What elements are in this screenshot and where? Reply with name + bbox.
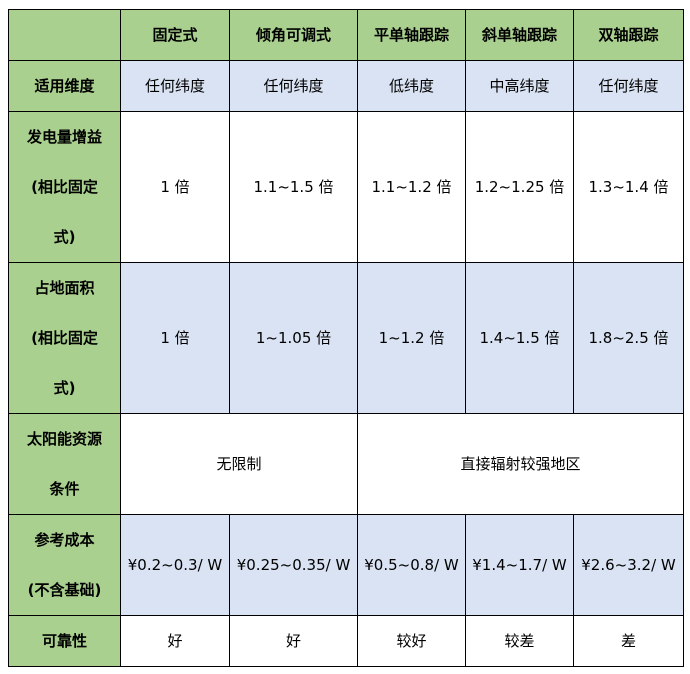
table-cell: 任何纬度 xyxy=(229,60,358,112)
table-cell: 1.3~1.4 倍 xyxy=(573,111,684,263)
table-cell: 低纬度 xyxy=(357,60,466,112)
row-label-line: 式) xyxy=(53,379,76,397)
table-cell: 1 倍 xyxy=(120,262,230,414)
row-label-line: 式) xyxy=(53,228,76,246)
table-cell: 差 xyxy=(573,615,684,667)
table-row: 适用维度 任何纬度 任何纬度 低纬度 中高纬度 任何纬度 xyxy=(8,60,684,112)
column-header: 双轴跟踪 xyxy=(573,9,684,61)
corner-cell xyxy=(8,9,121,61)
row-label-line: (相比固定 xyxy=(31,178,98,196)
table-cell: 任何纬度 xyxy=(120,60,230,112)
merged-cell: 直接辐射较强地区 xyxy=(357,413,684,515)
table-cell: 好 xyxy=(229,615,358,667)
table-row: 参考成本 (不含基础) ¥0.2~0.3/ W ¥0.25~0.35/ W ¥0.5~0… xyxy=(8,514,684,616)
row-label-line: 适用维度 xyxy=(34,77,95,95)
row-label-line: (相比固定 xyxy=(31,329,98,347)
header-row: 固定式 倾角可调式 平单轴跟踪 斜单轴跟踪 双轴跟踪 xyxy=(8,9,684,61)
comparison-table: 固定式 倾角可调式 平单轴跟踪 斜单轴跟踪 双轴跟踪 适用维度 任何纬度 任何纬度 低纬度 中高纬… xyxy=(8,9,684,667)
column-header: 平单轴跟踪 xyxy=(357,9,466,61)
table-row: 太阳能资源 条件 无限制 直接辐射较强地区 xyxy=(8,413,684,515)
column-header: 斜单轴跟踪 xyxy=(465,9,574,61)
table-row: 发电量增益 (相比固定式) 1 倍 1.1~1.5 倍 1.1~1.2 倍 1.2~1.2… xyxy=(8,111,684,263)
row-label: 可靠性 xyxy=(8,615,121,667)
row-label: 参考成本 (不含基础) xyxy=(8,514,121,616)
row-label-line: 发电量增益 xyxy=(26,128,102,146)
row-label: 适用维度 xyxy=(8,60,121,112)
table-cell: 好 xyxy=(120,615,230,667)
table-cell: 1~1.05 倍 xyxy=(229,262,358,414)
table-cell: 1~1.2 倍 xyxy=(357,262,466,414)
merged-cell: 无限制 xyxy=(120,413,358,515)
row-label: 发电量增益 (相比固定式) xyxy=(8,111,121,263)
table-row: 占地面积 (相比固定式) 1 倍 1~1.05 倍 1~1.2 倍 1.4~1.5 倍 1.… xyxy=(8,262,684,414)
table-cell: 1.1~1.5 倍 xyxy=(229,111,358,263)
table-cell: ¥2.6~3.2/ W xyxy=(573,514,684,616)
row-label-line: 太阳能资源 xyxy=(26,430,102,448)
table-cell: 1.4~1.5 倍 xyxy=(465,262,574,414)
column-header: 固定式 xyxy=(120,9,230,61)
row-label-line: (不含基础) xyxy=(27,581,102,599)
table-cell: ¥0.5~0.8/ W xyxy=(357,514,466,616)
table-row: 可靠性好好较好 较差差 xyxy=(8,615,684,667)
table-cell: 任何纬度 xyxy=(573,60,684,112)
table-cell: 较好 xyxy=(357,615,466,667)
row-label-line: 参考成本 xyxy=(34,531,95,549)
row-label: 占地面积 (相比固定式) xyxy=(8,262,121,414)
row-label-line: 占地面积 xyxy=(34,279,95,297)
table-cell: 1.8~2.5 倍 xyxy=(573,262,684,414)
table-cell: ¥0.25~0.35/ W xyxy=(229,514,358,616)
table-cell: 较差 xyxy=(465,615,574,667)
row-label-line: 条件 xyxy=(49,480,80,498)
table-cell: 中高纬度 xyxy=(465,60,574,112)
table-cell: ¥0.2~0.3/ W xyxy=(120,514,230,616)
column-header: 倾角可调式 xyxy=(229,9,358,61)
row-label: 太阳能资源 条件 xyxy=(8,413,121,515)
table-cell: 1.2~1.25 倍 xyxy=(465,111,574,263)
table-cell: ¥1.4~1.7/ W xyxy=(465,514,574,616)
row-label-line: 可靠性 xyxy=(41,632,87,650)
table-cell: 1.1~1.2 倍 xyxy=(357,111,466,263)
table-cell: 1 倍 xyxy=(120,111,230,263)
